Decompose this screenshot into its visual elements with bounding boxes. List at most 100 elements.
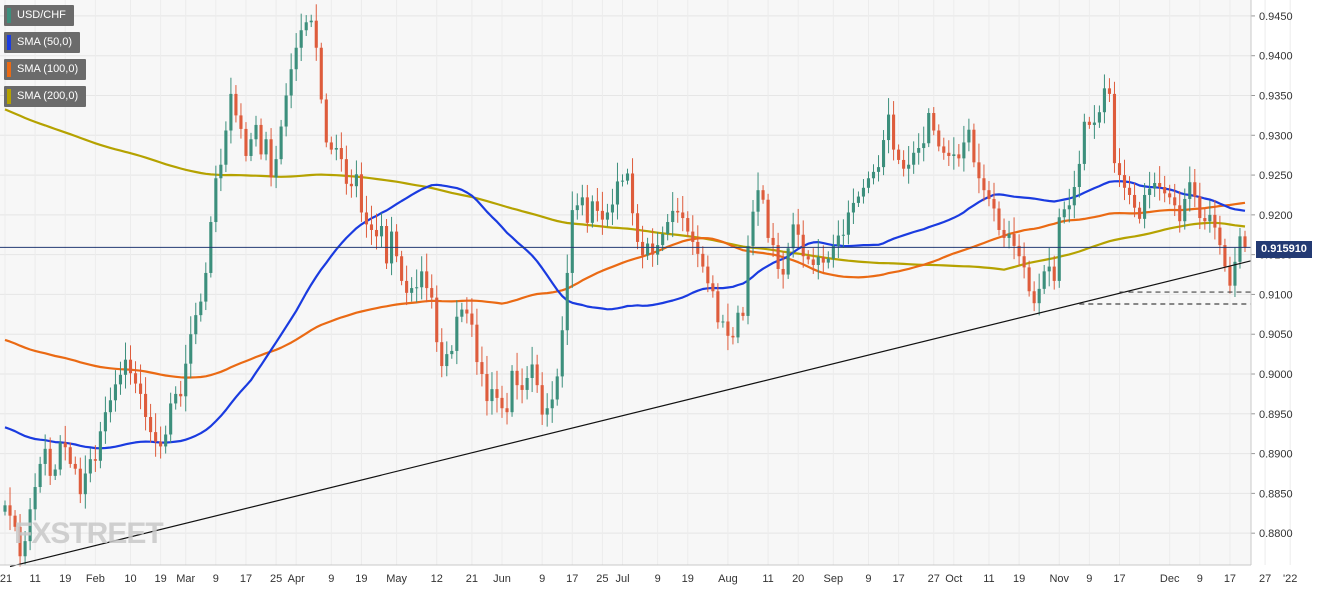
grid-lines <box>0 0 1291 565</box>
trendline <box>9 260 1252 568</box>
y-tick-label: 0.9050 <box>1259 329 1293 341</box>
x-tick-label: 9 <box>1086 573 1092 585</box>
candle-body <box>269 139 273 178</box>
candle-body <box>1183 198 1187 222</box>
candle-body <box>726 321 730 336</box>
legend-label: SMA (200,0) <box>17 90 79 102</box>
x-tick-label: 9 <box>865 573 871 585</box>
sma200-line <box>4 108 1246 271</box>
candle-body <box>897 149 901 160</box>
candle-body <box>118 374 123 385</box>
candle-body <box>13 515 17 527</box>
x-tick-label: 19 <box>59 573 71 585</box>
candle-body <box>475 324 479 363</box>
candle-body <box>1062 209 1066 218</box>
candle-body <box>630 173 635 214</box>
candle-body <box>1022 256 1026 268</box>
candle-body <box>264 139 268 155</box>
legend-label: SMA (100,0) <box>17 63 79 75</box>
candle-body <box>610 204 615 213</box>
candle-body <box>334 148 338 150</box>
x-tick-label: 27 <box>928 573 940 585</box>
candle-body <box>93 459 97 461</box>
candle-body <box>123 359 128 375</box>
candle-body <box>344 159 348 184</box>
candle-body <box>425 271 429 289</box>
candle-body <box>133 373 138 384</box>
candle-body <box>78 468 82 495</box>
y-tick-label: 0.9400 <box>1259 51 1293 63</box>
candle-body <box>525 377 529 390</box>
legend-sma50[interactable]: SMA (50,0) <box>4 32 81 53</box>
x-tick-label: 25 <box>270 573 282 585</box>
candle-body <box>480 362 484 375</box>
candle-body <box>400 256 404 281</box>
legend-swatch <box>7 35 11 50</box>
candle-body <box>821 257 825 263</box>
candle-body <box>58 442 62 470</box>
candle-body <box>465 309 469 314</box>
candle-body <box>771 237 775 246</box>
candle-body <box>972 129 976 163</box>
candle-body <box>108 400 112 413</box>
candle-body <box>535 364 539 386</box>
candle-body <box>1173 197 1177 206</box>
candle-body <box>605 212 609 220</box>
sma-lines <box>4 108 1246 450</box>
candle-body <box>987 190 991 199</box>
candle-body <box>3 505 7 512</box>
sma100-line <box>4 201 1246 379</box>
candle-body <box>189 334 193 364</box>
candle-body <box>23 541 27 557</box>
candle-body <box>364 212 369 225</box>
candle-body <box>450 350 454 355</box>
candle-body <box>671 210 675 223</box>
candle-body <box>661 233 665 246</box>
candle-body <box>339 148 343 160</box>
candle-body <box>917 148 921 153</box>
candle-body <box>982 178 986 191</box>
x-tick-label: 9 <box>655 573 661 585</box>
candle-body <box>1218 227 1222 246</box>
candle-body <box>430 288 434 298</box>
candle-body <box>716 291 720 323</box>
candle-body <box>851 202 855 213</box>
legend-sma100[interactable]: SMA (100,0) <box>4 59 87 80</box>
candle-body <box>646 243 650 256</box>
candle-body <box>48 448 52 476</box>
candle-body <box>937 130 941 147</box>
candle-body <box>811 259 815 265</box>
candle-body <box>1092 122 1096 125</box>
candle-body <box>63 442 67 448</box>
candle-body <box>174 393 178 404</box>
candle-body <box>445 354 449 367</box>
candle-body <box>947 152 951 156</box>
candle-body <box>219 164 223 179</box>
legend-label: SMA (50,0) <box>17 36 73 48</box>
x-tick-label: Dec <box>1160 573 1180 585</box>
legend-label: USD/CHF <box>17 9 66 21</box>
legend-sma200[interactable]: SMA (200,0) <box>4 86 87 107</box>
y-tick-label: 0.9200 <box>1259 210 1293 222</box>
x-tick-label: 9 <box>328 573 334 585</box>
candle-body <box>731 335 735 338</box>
legend-symbol[interactable]: USD/CHF <box>4 5 74 26</box>
candle-body <box>977 162 981 179</box>
price-axis: 0.9450 0.9400 0.9350 0.9300 0.9250 0.9200 0.91… <box>1250 0 1293 565</box>
candle-body <box>1102 88 1106 113</box>
candle-body <box>43 448 47 464</box>
y-tick-label: 0.9450 <box>1259 11 1293 23</box>
candle-body <box>1238 236 1242 262</box>
candle-body <box>415 287 419 289</box>
candle-body <box>1077 163 1081 188</box>
x-tick-label: Oct <box>945 573 962 585</box>
candle-body <box>374 229 379 237</box>
candle-body <box>359 174 363 213</box>
candle-body <box>997 208 1001 230</box>
candle-body <box>224 130 228 165</box>
candle-body <box>214 178 218 223</box>
candles <box>3 4 1247 567</box>
x-tick-label: '22 <box>1283 573 1297 585</box>
candle-body <box>299 30 303 48</box>
